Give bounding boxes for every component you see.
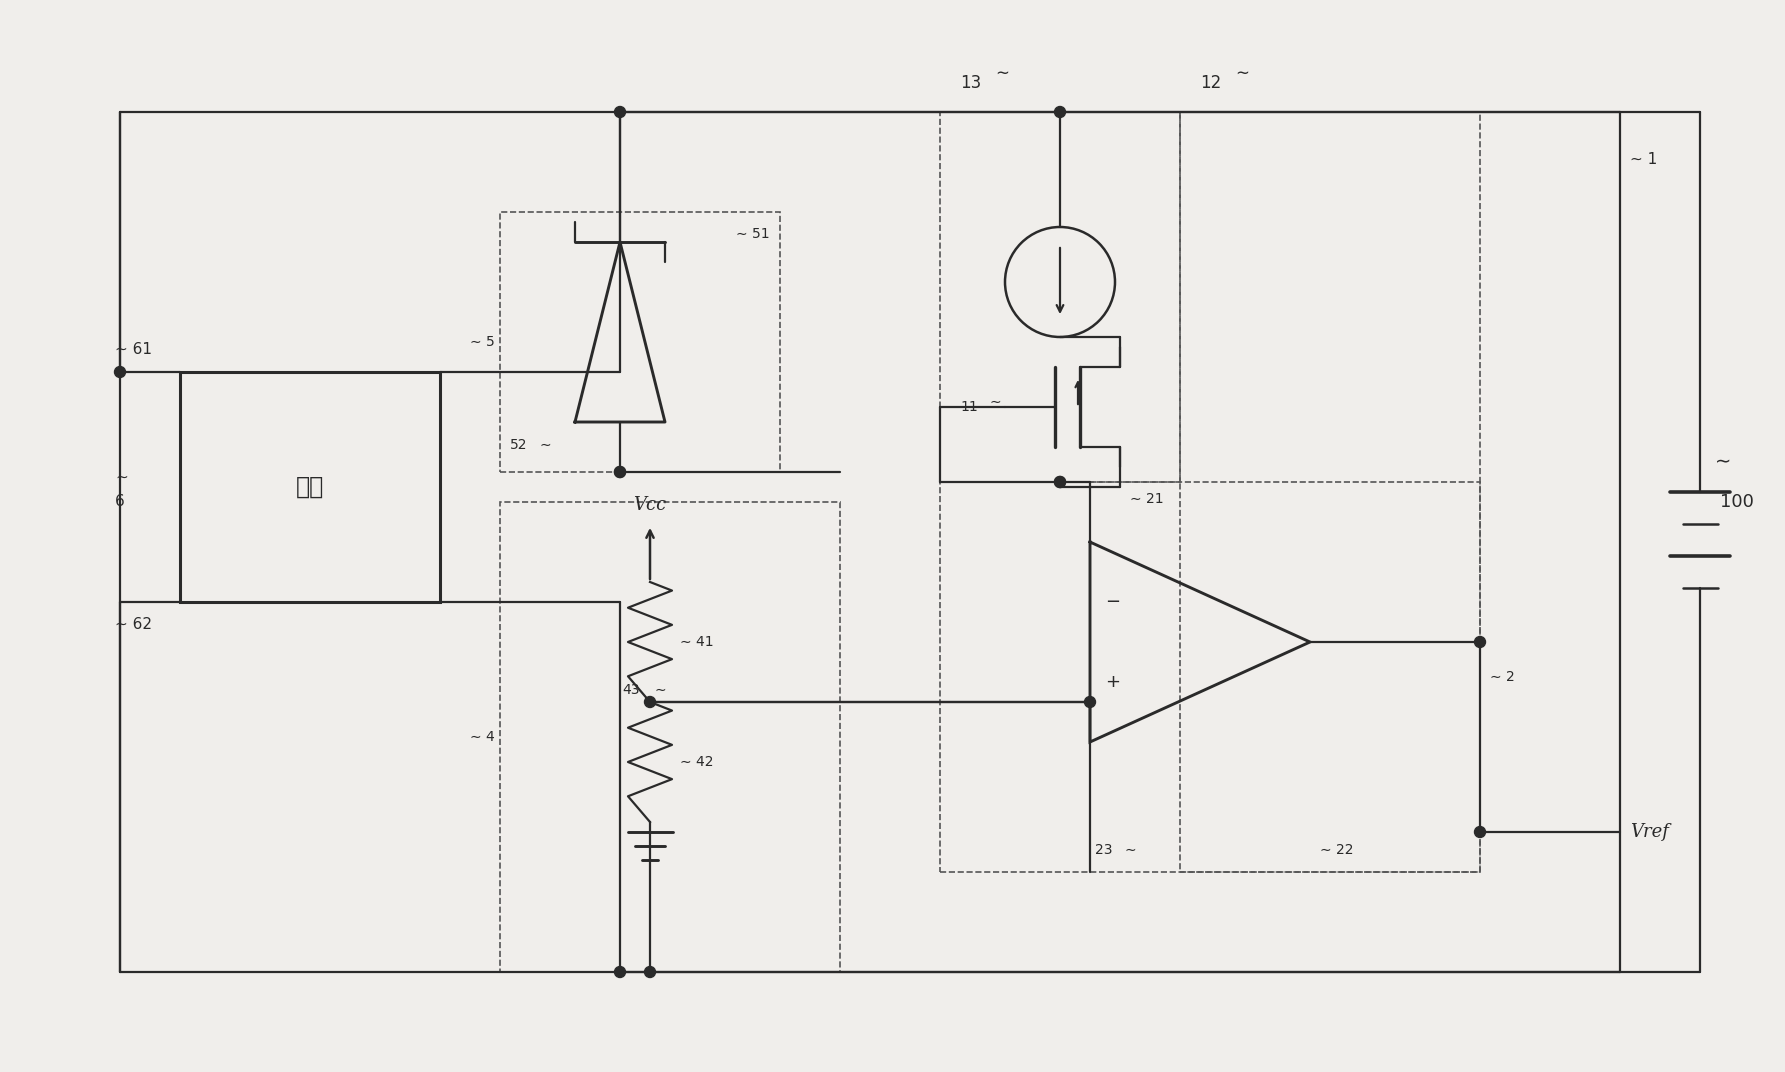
Circle shape: [1474, 637, 1485, 647]
Text: ∼ 62: ∼ 62: [114, 617, 152, 632]
Text: 12: 12: [1200, 74, 1221, 92]
Text: ∼: ∼: [1715, 452, 1731, 472]
Bar: [941, 111, 1180, 482]
Circle shape: [644, 967, 655, 978]
Text: −: −: [1105, 593, 1121, 611]
Text: ∼ 21: ∼ 21: [1130, 492, 1164, 506]
Text: ∼ 4: ∼ 4: [469, 730, 494, 744]
Circle shape: [114, 367, 125, 377]
Text: ∼ 61: ∼ 61: [114, 342, 152, 357]
Circle shape: [614, 967, 625, 978]
Bar: [1180, 111, 1480, 872]
Text: 23: 23: [1094, 843, 1112, 857]
Text: Vref: Vref: [1630, 823, 1669, 842]
Text: 负载: 负载: [296, 475, 325, 498]
Bar: [500, 212, 780, 472]
Bar: [941, 482, 1480, 872]
Text: ∼ 5: ∼ 5: [469, 334, 494, 349]
Circle shape: [1085, 697, 1096, 708]
Circle shape: [1055, 476, 1066, 488]
Text: ∼: ∼: [114, 470, 129, 485]
Text: ∼: ∼: [994, 64, 1009, 81]
Bar: [180, 372, 439, 602]
Circle shape: [1055, 476, 1066, 488]
Text: ∼ 42: ∼ 42: [680, 755, 714, 769]
Text: ∼: ∼: [1235, 64, 1249, 81]
Text: 13: 13: [960, 74, 982, 92]
Text: ∼: ∼: [541, 438, 552, 452]
Circle shape: [614, 466, 625, 477]
Text: ∼ 1: ∼ 1: [1630, 152, 1656, 167]
Circle shape: [644, 697, 655, 708]
Text: ∼: ∼: [1125, 843, 1137, 857]
Text: +: +: [1105, 673, 1119, 691]
Text: 43: 43: [623, 683, 641, 697]
Circle shape: [1474, 827, 1485, 837]
Text: ∼: ∼: [991, 394, 1001, 410]
Text: 6: 6: [114, 494, 125, 509]
Text: ∼ 22: ∼ 22: [1319, 843, 1353, 857]
Circle shape: [614, 106, 625, 118]
Text: Vcc: Vcc: [634, 496, 666, 513]
Text: ∼ 51: ∼ 51: [737, 227, 769, 241]
Text: ∼: ∼: [655, 683, 666, 697]
Text: ∼ 2: ∼ 2: [1490, 670, 1515, 684]
Circle shape: [1055, 106, 1066, 118]
Bar: [500, 502, 841, 972]
Text: 11: 11: [960, 400, 978, 414]
Text: ∼ 41: ∼ 41: [680, 635, 714, 649]
Circle shape: [614, 466, 625, 477]
Text: 100: 100: [1721, 493, 1755, 511]
Text: 52: 52: [511, 438, 528, 452]
